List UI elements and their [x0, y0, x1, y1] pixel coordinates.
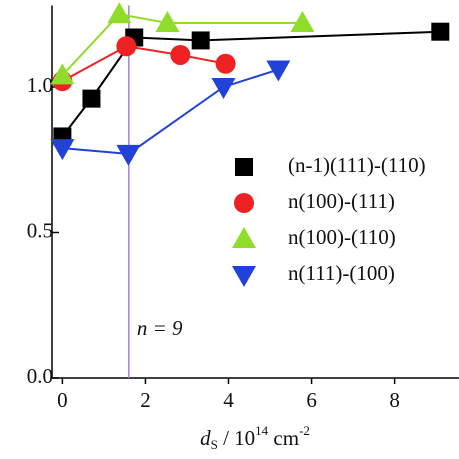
marker — [116, 144, 141, 166]
x-label-unit: cm — [268, 426, 299, 450]
x-tick-label: 6 — [306, 388, 317, 412]
x-axis-label: dS / 1014 cm-2 — [200, 423, 310, 452]
x-label-symbol: d — [200, 426, 211, 450]
x-label-sub: S — [211, 437, 218, 452]
marker — [235, 158, 253, 176]
marker — [50, 139, 75, 161]
series-line — [61, 13, 303, 77]
x-label-sup: 14 — [255, 423, 269, 438]
x-tick-label: 8 — [389, 388, 400, 412]
marker — [290, 10, 315, 32]
x-label-text: / 10 — [218, 426, 255, 450]
marker — [82, 89, 101, 108]
marker — [266, 60, 291, 82]
y-tick-label: 1.0 — [27, 73, 53, 97]
marker — [211, 77, 236, 99]
x-tick-label: 4 — [223, 388, 234, 412]
marker — [170, 44, 191, 65]
marker — [232, 266, 256, 287]
legend-label: n(111)-(100) — [288, 261, 395, 285]
legend-label: n(100)-(111) — [288, 189, 395, 213]
marker — [50, 63, 75, 85]
legend-label: n(100)-(110) — [288, 225, 396, 249]
series-line — [61, 45, 226, 83]
marker — [116, 36, 137, 57]
x-label-unit-sup: -2 — [299, 423, 310, 438]
legend-label: (n-1)(111)-(110) — [288, 153, 426, 177]
marker — [232, 227, 256, 248]
marker — [431, 22, 450, 41]
annotation: n = 9 — [137, 316, 183, 340]
y-tick-label: 0.0 — [27, 364, 53, 388]
marker — [191, 31, 210, 50]
marker — [215, 53, 236, 74]
marker — [107, 2, 132, 24]
marker — [234, 193, 254, 213]
x-tick-label: 0 — [57, 388, 68, 412]
series-line — [62, 68, 279, 155]
x-tick-label: 2 — [140, 388, 151, 412]
y-tick-label: 0.5 — [27, 218, 53, 242]
marker — [155, 10, 180, 32]
